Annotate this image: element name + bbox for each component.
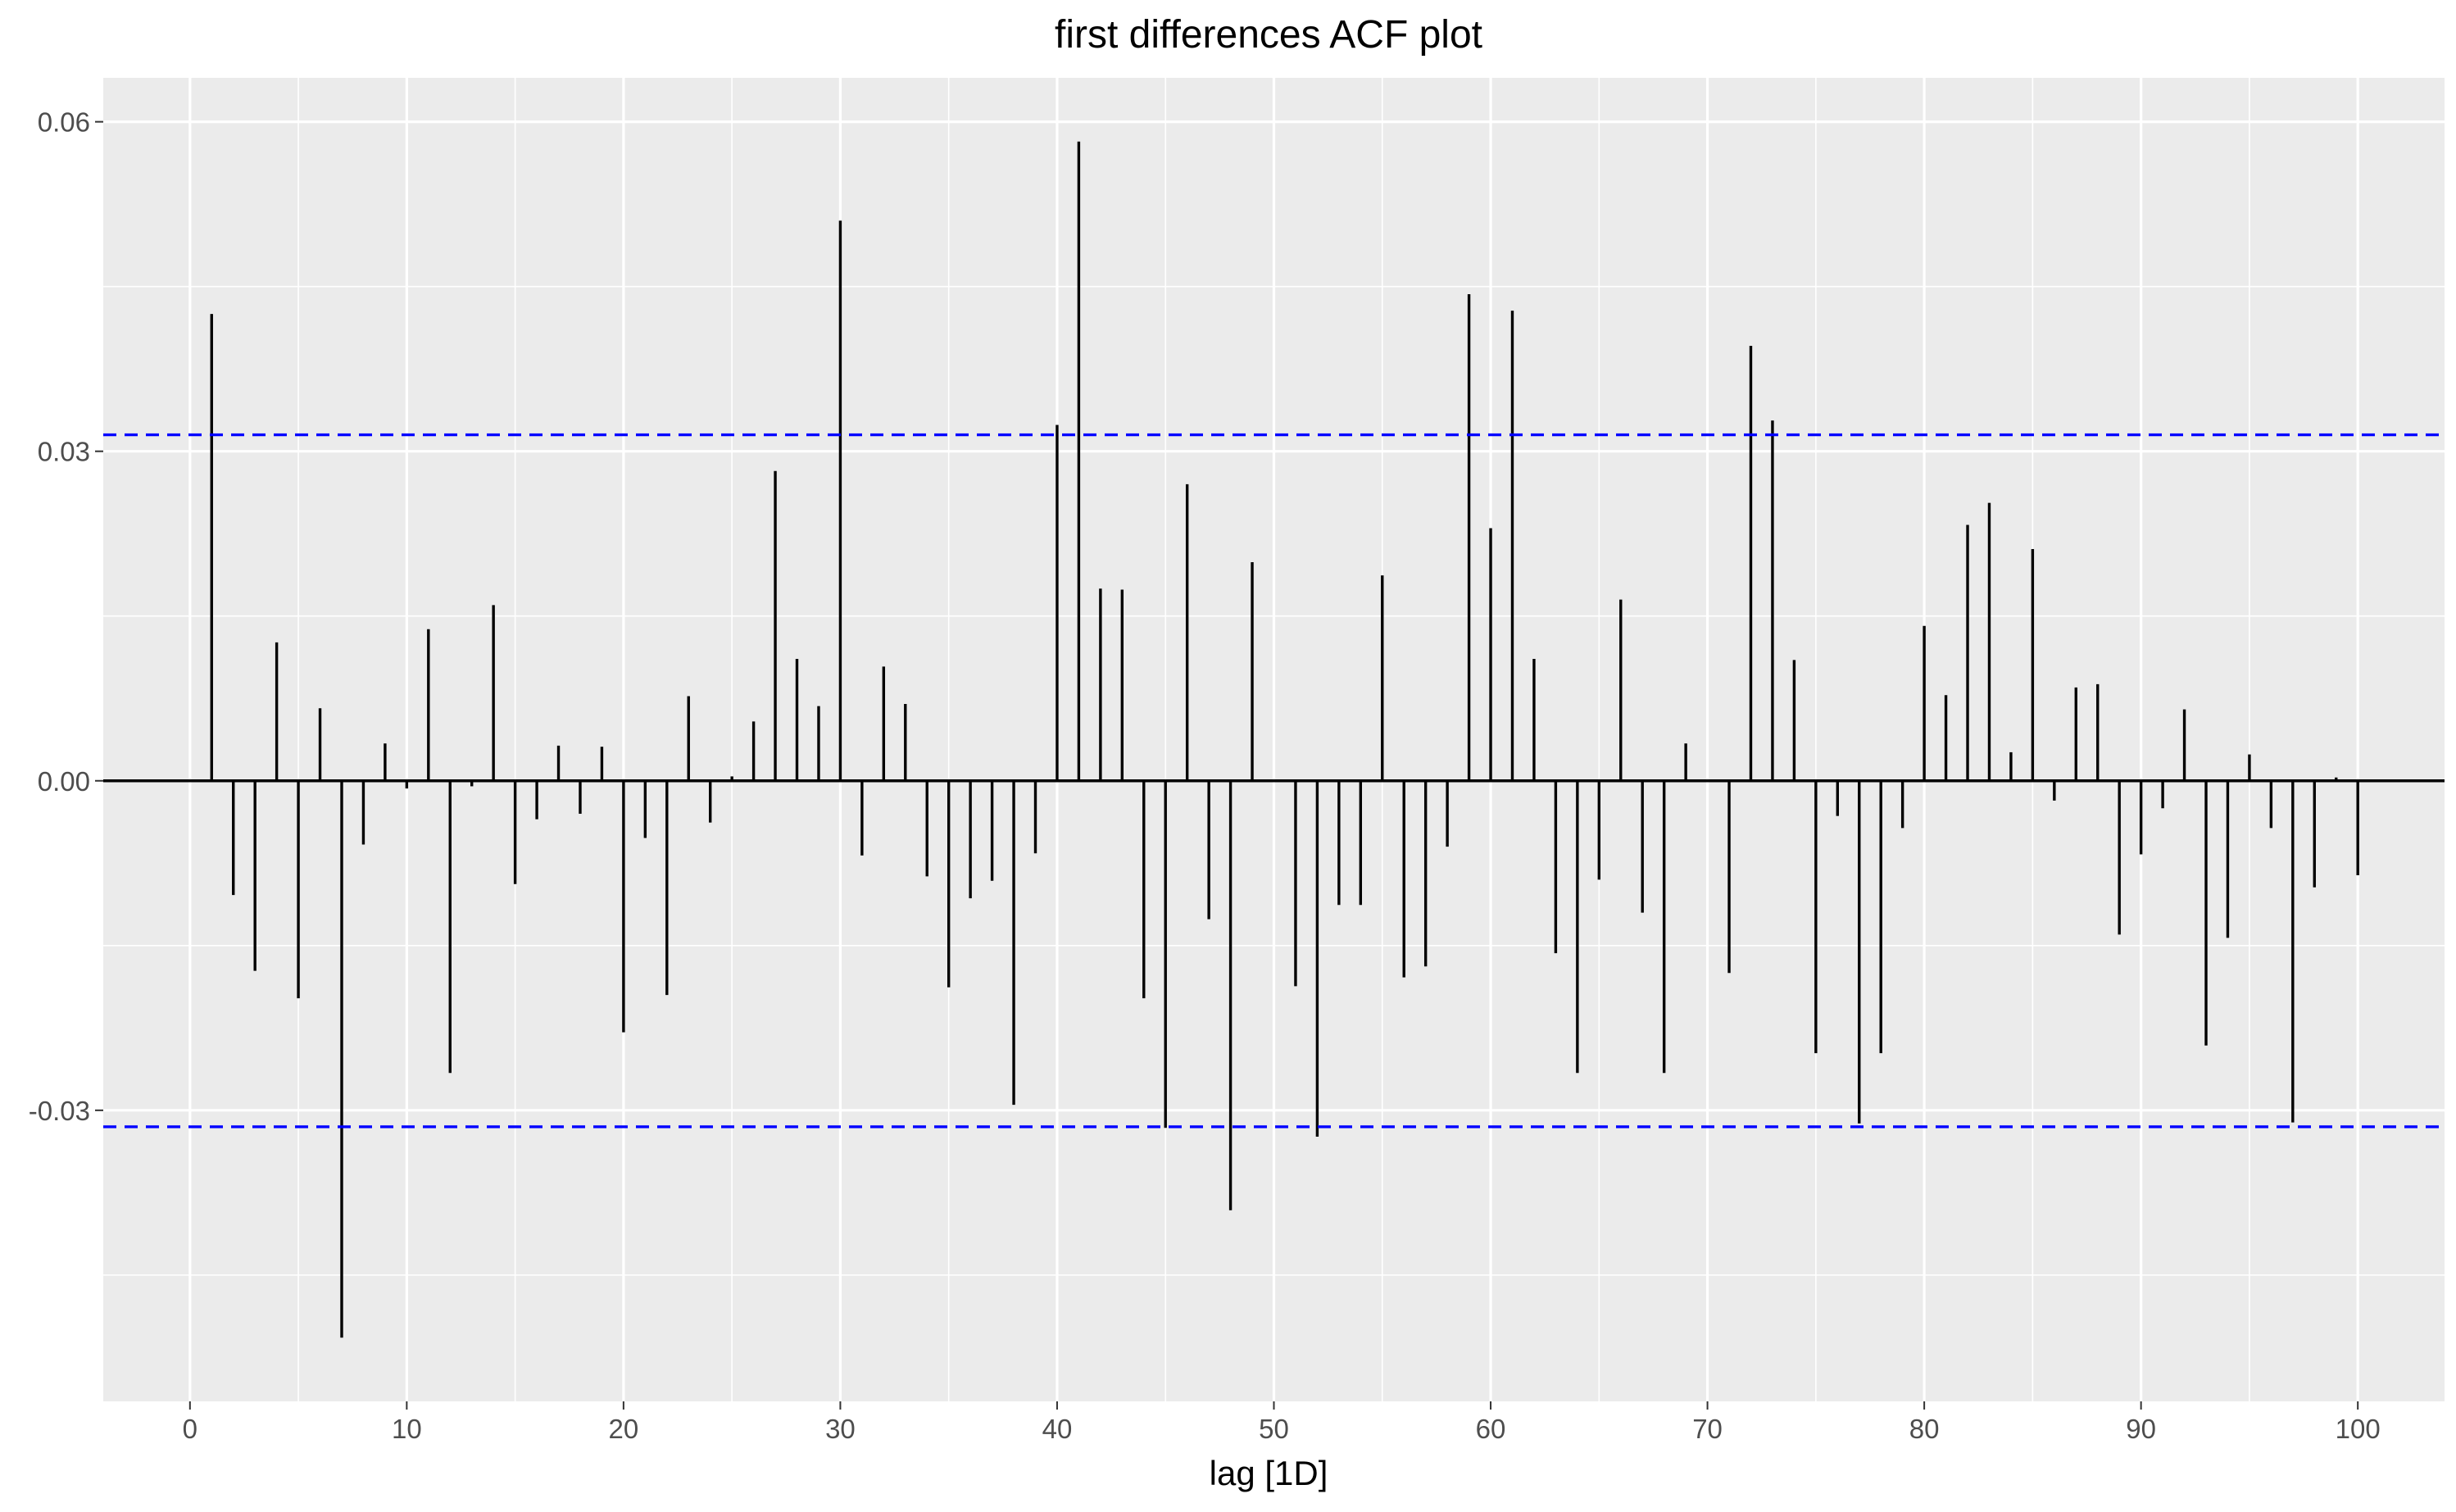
y-tick-label: -0.03 <box>29 1096 90 1126</box>
y-tick-label: 0.00 <box>38 766 90 797</box>
y-tick-label: 0.06 <box>38 107 90 138</box>
x-tick-label: 70 <box>1692 1414 1723 1444</box>
x-axis-ticks: 0 10 20 30 40 50 60 70 80 90 100 <box>183 1401 2381 1444</box>
x-tick-label: 40 <box>1042 1414 1073 1444</box>
x-tick-label: 60 <box>1476 1414 1506 1444</box>
x-tick-label: 90 <box>2126 1414 2156 1444</box>
chart-title: first differences ACF plot <box>1055 13 1482 57</box>
x-tick-label: 20 <box>609 1414 639 1444</box>
x-tick-label: 80 <box>1909 1414 1940 1444</box>
x-tick-label: 0 <box>183 1414 197 1444</box>
y-tick-label: 0.03 <box>38 437 90 467</box>
confidence-bounds <box>103 433 2445 1128</box>
x-tick-label: 30 <box>825 1414 856 1444</box>
x-tick-label: 50 <box>1259 1414 1289 1444</box>
y-axis-ticks: -0.03 0.00 0.03 0.06 <box>29 107 103 1126</box>
x-tick-label: 10 <box>392 1414 422 1444</box>
x-axis-label: lag [1D] <box>1210 1454 1328 1492</box>
x-tick-label: 100 <box>2336 1414 2381 1444</box>
gridlines <box>103 78 2445 1401</box>
acf-bars <box>210 141 2359 1338</box>
